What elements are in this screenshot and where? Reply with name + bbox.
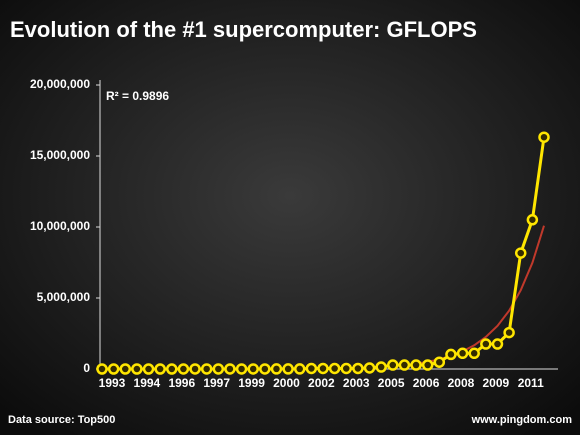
data-point <box>526 214 539 226</box>
x-tick-label: 2006 <box>413 376 440 390</box>
data-point <box>142 363 155 375</box>
x-tick-label: 2009 <box>482 376 509 390</box>
data-point <box>317 362 329 375</box>
data-point <box>387 359 399 371</box>
credit: www.pingdom.com <box>471 414 573 426</box>
data-point <box>363 362 376 374</box>
data-point <box>375 361 387 373</box>
data-point <box>514 247 527 259</box>
data-point <box>259 363 271 375</box>
data-point <box>352 362 364 375</box>
data-point <box>445 348 457 361</box>
data-point <box>96 363 108 375</box>
x-tick-label: 2008 <box>448 376 475 390</box>
data-point <box>177 363 190 375</box>
x-tick-label: 1994 <box>134 376 161 390</box>
x-tick-label: 1996 <box>168 376 195 390</box>
data-point <box>538 131 550 143</box>
data-point <box>235 363 248 375</box>
x-tick-label: 1997 <box>203 376 230 390</box>
data-point <box>224 363 236 375</box>
data-point <box>293 363 306 375</box>
annotation: R² = 0.9896 <box>106 89 169 103</box>
y-tick-label: 20,000,000 <box>30 77 90 91</box>
x-tick-label: 1993 <box>99 376 126 390</box>
data-point <box>131 363 143 375</box>
data-point <box>189 363 201 375</box>
x-tick-label: 1999 <box>238 376 265 390</box>
x-tick-label: 2002 <box>308 376 335 390</box>
data-point <box>270 363 283 375</box>
x-tick-label: 2000 <box>273 376 300 390</box>
y-tick-label: 0 <box>83 361 90 375</box>
source: Data source: Top500 <box>8 414 115 426</box>
data-point <box>212 363 225 375</box>
data-point <box>119 363 132 375</box>
data-point <box>166 363 178 375</box>
x-tick-label: 2005 <box>378 376 405 390</box>
data-point <box>468 347 480 360</box>
data-point <box>305 362 318 375</box>
data-point <box>503 326 515 339</box>
y-tick-label: 5,000,000 <box>37 290 91 304</box>
data-point <box>154 363 166 375</box>
data-point <box>480 338 492 350</box>
data-point <box>282 363 294 375</box>
data-point <box>200 363 213 375</box>
data-point <box>456 347 469 360</box>
data-point <box>491 338 504 350</box>
data-point <box>340 362 353 375</box>
y-tick-label: 15,000,000 <box>30 148 90 162</box>
chart-title: Evolution of the #1 supercomputer: GFLOP… <box>10 17 477 42</box>
data-point <box>421 359 434 371</box>
x-tick-label: 2003 <box>343 376 370 390</box>
data-point <box>107 363 120 375</box>
data-point <box>247 363 259 375</box>
y-tick-label: 10,000,000 <box>30 219 90 233</box>
data-point <box>328 362 341 375</box>
data-point <box>433 356 446 368</box>
x-tick-label: 2011 <box>518 376 544 390</box>
data-point <box>410 359 422 371</box>
data-point <box>398 359 411 371</box>
